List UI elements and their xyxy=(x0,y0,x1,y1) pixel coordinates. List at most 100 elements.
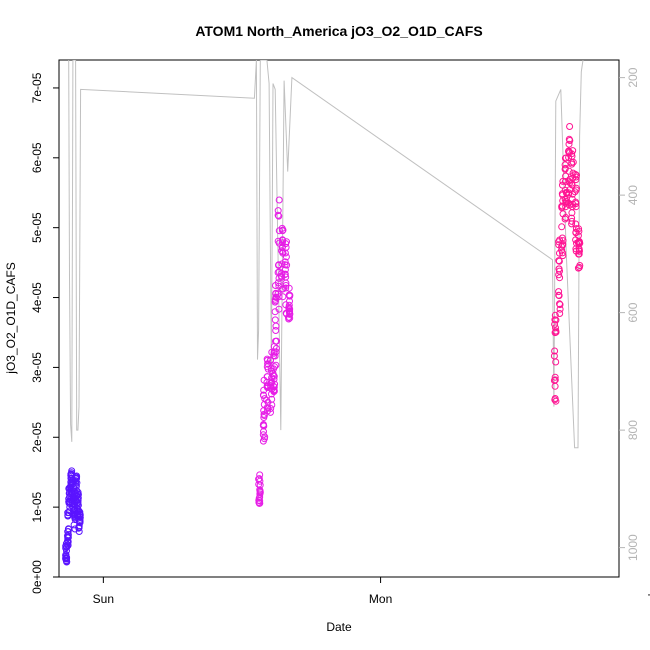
data-point xyxy=(255,498,263,506)
data-point xyxy=(272,327,280,334)
axes-layer: Sun Mon Tue 0e+00 1e-05 2e-05 3e-05 4e-05 5e-05 6… xyxy=(30,67,650,606)
data-point xyxy=(270,387,278,395)
data-point xyxy=(286,310,294,318)
data-point xyxy=(64,532,71,540)
data-point xyxy=(574,239,582,246)
data-point xyxy=(571,170,579,178)
data-point xyxy=(286,305,293,313)
data-point xyxy=(566,123,574,130)
data-point xyxy=(64,537,71,545)
data-point xyxy=(76,510,84,518)
data-point xyxy=(552,324,559,332)
data-point xyxy=(64,541,72,549)
data-point xyxy=(271,352,279,360)
data-point xyxy=(255,475,263,483)
data-point xyxy=(274,237,282,245)
y-tick-label: 3e-05 xyxy=(30,352,44,383)
y-tick-label: 4e-05 xyxy=(30,282,44,313)
data-point xyxy=(72,482,80,490)
data-point xyxy=(575,263,583,271)
data-point xyxy=(551,316,559,324)
data-point xyxy=(268,395,276,403)
data-point xyxy=(559,241,566,249)
data-point xyxy=(556,310,564,317)
data-point xyxy=(555,288,563,296)
data-point xyxy=(263,396,271,404)
data-point xyxy=(281,261,289,269)
data-point xyxy=(550,377,558,384)
data-point xyxy=(565,140,573,148)
data-point xyxy=(260,414,268,421)
data-point xyxy=(63,558,71,566)
data-point xyxy=(270,371,278,379)
data-point xyxy=(259,437,267,445)
data-point xyxy=(75,528,83,535)
data-point xyxy=(574,264,582,272)
data-point xyxy=(263,373,271,381)
data-point xyxy=(571,188,579,196)
data-point xyxy=(551,395,559,402)
data-point xyxy=(572,198,580,206)
data-point xyxy=(279,227,286,235)
data-point xyxy=(550,352,558,360)
data-point xyxy=(272,344,280,352)
data-point xyxy=(558,246,566,254)
data-point xyxy=(282,279,290,287)
data-point xyxy=(551,347,559,355)
data-point xyxy=(62,555,70,563)
y-axis-label: jO3_O2_O1D_CAFS xyxy=(4,262,18,374)
data-point xyxy=(275,261,282,269)
data-point xyxy=(275,212,283,220)
data-point xyxy=(555,271,563,279)
y2-tick-label: 800 xyxy=(626,420,640,440)
y2-tick-label: 1000 xyxy=(626,534,640,561)
x-tick-label: Tue xyxy=(648,592,650,606)
data-point xyxy=(556,274,564,282)
data-point xyxy=(558,243,566,251)
data-point xyxy=(575,227,583,235)
data-point xyxy=(74,498,82,506)
x-tick-label: Mon xyxy=(369,592,392,606)
data-point xyxy=(555,257,563,265)
y-tick-label: 2e-05 xyxy=(30,422,44,453)
data-point xyxy=(558,234,566,242)
data-point xyxy=(575,250,583,258)
data-point xyxy=(569,158,577,166)
y2-tick-label: 400 xyxy=(626,185,640,205)
data-point xyxy=(75,524,83,532)
data-point xyxy=(281,266,289,274)
data-point xyxy=(267,408,274,416)
data-point xyxy=(274,211,282,219)
data-point xyxy=(551,329,559,337)
data-point xyxy=(555,291,563,299)
data-point xyxy=(274,279,282,287)
data-point xyxy=(573,184,580,192)
data-point xyxy=(565,135,573,143)
data-point xyxy=(72,474,80,482)
data-point xyxy=(558,223,566,231)
plot-frame xyxy=(58,59,620,578)
data-point xyxy=(267,405,275,412)
data-point xyxy=(552,397,560,405)
data-point xyxy=(64,534,72,542)
data-point xyxy=(572,203,580,211)
data-point xyxy=(551,320,559,328)
data-point xyxy=(267,382,275,390)
data-point xyxy=(551,373,559,381)
data-point xyxy=(272,348,280,356)
data-point xyxy=(569,190,577,198)
data-point xyxy=(270,383,278,390)
data-point xyxy=(551,311,559,319)
data-point xyxy=(555,257,563,265)
data-point xyxy=(558,204,566,212)
data-point xyxy=(267,357,274,365)
y-tick-label: 6e-05 xyxy=(30,142,44,173)
data-point xyxy=(260,392,268,399)
data-point xyxy=(278,269,286,277)
data-point xyxy=(62,551,70,558)
data-point xyxy=(275,196,283,204)
data-point xyxy=(568,220,576,228)
series-0 xyxy=(62,467,84,566)
chart-title: ATOM1 North_America jO3_O2_O1D_CAFS xyxy=(195,23,482,39)
